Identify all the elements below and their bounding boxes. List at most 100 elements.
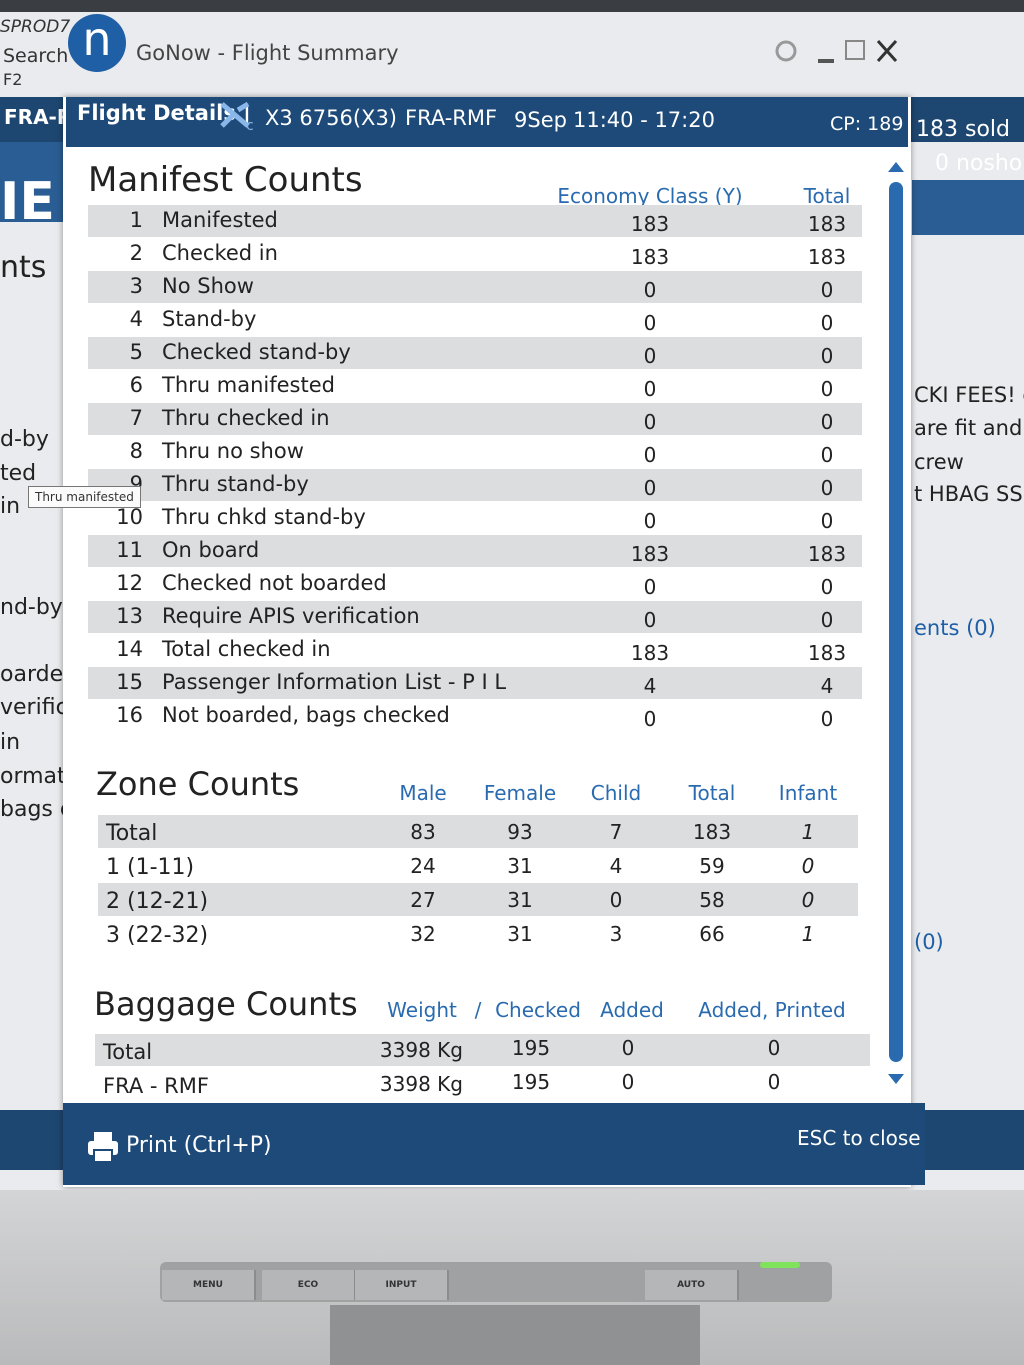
- row-band: [88, 205, 862, 237]
- print-button[interactable]: Print (Ctrl+P): [126, 1133, 272, 1158]
- count: 0: [609, 888, 623, 912]
- count: 0: [643, 575, 657, 599]
- row-band: [88, 667, 862, 699]
- maximize-icon[interactable]: [845, 40, 865, 60]
- count: 0: [820, 443, 834, 467]
- monitor-button[interactable]: INPUT: [355, 1270, 449, 1300]
- count: 183: [630, 212, 670, 236]
- route-tab[interactable]: FRA-R: [4, 105, 73, 129]
- count: 0: [643, 608, 657, 632]
- column-header: Total: [803, 184, 851, 208]
- monitor-button[interactable]: ECO: [262, 1270, 356, 1300]
- count: 93: [507, 820, 533, 844]
- power-led: [760, 1262, 800, 1268]
- count: 0: [801, 888, 815, 912]
- count: 0: [643, 410, 657, 434]
- row-band: [98, 815, 858, 848]
- count: 0: [643, 278, 657, 302]
- flight-number: X3 6756(X3): [265, 106, 397, 130]
- column-header: /: [474, 998, 482, 1022]
- minimize-icon[interactable]: [818, 59, 834, 63]
- count: 0: [643, 344, 657, 368]
- row-label: Total: [106, 821, 158, 846]
- count: 0: [820, 575, 834, 599]
- count: 27: [410, 888, 436, 912]
- count: 0: [767, 1036, 781, 1060]
- background-text: d-by: [0, 427, 49, 452]
- count: 7: [609, 820, 623, 844]
- row-label: On board: [162, 538, 260, 562]
- count: 58: [699, 888, 725, 912]
- background-text: crew: [914, 450, 964, 474]
- dialog-header: [66, 97, 908, 147]
- background-text: are fit and: [914, 416, 1023, 440]
- row-label: Checked in: [162, 241, 278, 265]
- count: 0: [820, 476, 834, 500]
- tooltip: Thru manifested: [28, 486, 141, 508]
- weight: 3398 Kg: [379, 1038, 463, 1062]
- count: 31: [507, 888, 533, 912]
- search-label[interactable]: Search: [3, 45, 69, 67]
- monitor-button[interactable]: MENU: [162, 1270, 256, 1300]
- row-label: 1 (1-11): [106, 855, 195, 880]
- key-hint: F2: [3, 70, 23, 89]
- row-number: 16: [116, 703, 143, 727]
- column-header: Added: [600, 998, 664, 1022]
- count: 0: [643, 707, 657, 731]
- monitor-button[interactable]: AUTO: [645, 1270, 739, 1300]
- count: 0: [643, 443, 657, 467]
- count: 1: [801, 820, 815, 844]
- close-icon[interactable]: [876, 39, 898, 63]
- count: 0: [820, 608, 834, 632]
- app-logo: n: [68, 14, 126, 72]
- row-label: Total: [103, 1040, 153, 1064]
- background-text: in: [0, 494, 21, 519]
- column-header: Total: [688, 781, 736, 805]
- row-label: Require APIS verification: [162, 604, 420, 628]
- count: 183: [630, 641, 670, 665]
- count: 195: [511, 1070, 551, 1094]
- row-number: 11: [116, 538, 143, 562]
- row-label: Thru chkd stand-by: [162, 505, 366, 529]
- row-label: 3 (22-32): [106, 923, 209, 948]
- row-band: [88, 535, 862, 567]
- count: 0: [621, 1036, 635, 1060]
- window-controls[interactable]: [770, 35, 910, 67]
- refresh-icon[interactable]: [775, 40, 797, 62]
- row-number: 10: [116, 505, 143, 529]
- row-number: 5: [129, 340, 143, 364]
- count: 183: [630, 542, 670, 566]
- row-number: 6: [129, 373, 143, 397]
- count: 0: [643, 509, 657, 533]
- row-number: 13: [116, 604, 143, 628]
- background-text: CKI FEES! e: [914, 383, 1024, 407]
- count: 195: [511, 1036, 551, 1060]
- window-title: GoNow - Flight Summary: [136, 41, 399, 65]
- count: 0: [820, 707, 834, 731]
- row-number: 12: [116, 571, 143, 595]
- count: 24: [410, 854, 436, 878]
- row-number: 8: [129, 439, 143, 463]
- background-text: ormat: [0, 764, 66, 789]
- row-number: 2: [129, 241, 143, 265]
- column-header: Male: [399, 781, 447, 805]
- count: 0: [643, 311, 657, 335]
- airline-icon: c: [220, 101, 254, 132]
- column-header: Weight: [387, 998, 457, 1022]
- sold-count: 183 sold: [912, 117, 1014, 142]
- background-text: oarde: [0, 662, 64, 687]
- count: 0: [767, 1070, 781, 1094]
- print-icon[interactable]: [86, 1130, 120, 1164]
- count: 183: [630, 245, 670, 269]
- background-text: verific: [0, 695, 68, 720]
- count: 0: [820, 311, 834, 335]
- background-text: ted: [0, 461, 37, 486]
- background-text[interactable]: (0): [914, 930, 944, 954]
- row-number: 14: [116, 637, 143, 661]
- background-text: in: [0, 730, 21, 755]
- background-text[interactable]: ents (0): [914, 616, 996, 640]
- scrollbar[interactable]: [884, 160, 908, 1090]
- row-band: [95, 1034, 870, 1066]
- close-hint[interactable]: ESC to close: [797, 1126, 921, 1150]
